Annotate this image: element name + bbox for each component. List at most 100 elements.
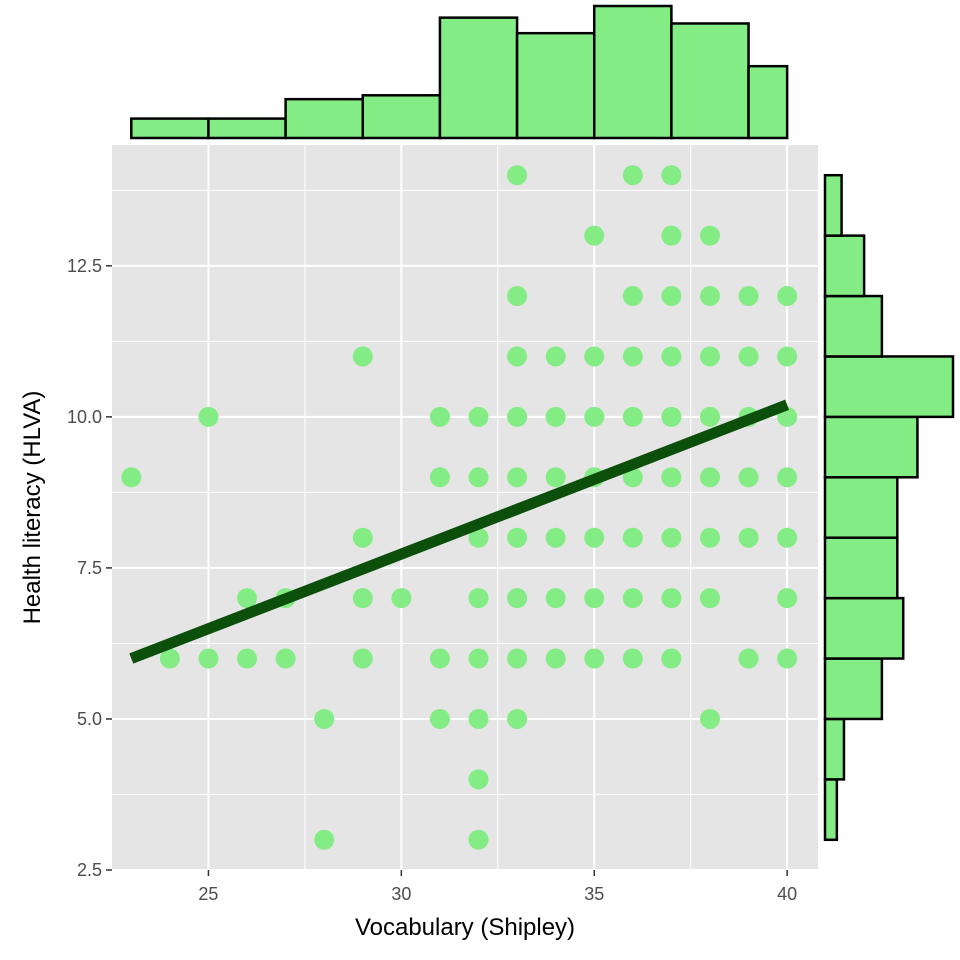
data-point: [468, 527, 489, 548]
y-histogram-bar: [823, 294, 884, 358]
data-point: [468, 588, 489, 609]
data-point: [352, 588, 373, 609]
data-point: [699, 588, 720, 609]
data-point: [699, 527, 720, 548]
data-point: [699, 406, 720, 427]
x-tick-label: 25: [198, 884, 218, 904]
plot-panel: [112, 145, 818, 870]
data-point: [352, 527, 373, 548]
data-point: [777, 527, 798, 548]
data-point: [121, 467, 142, 488]
data-point: [738, 286, 759, 307]
x-histogram-bar: [747, 64, 789, 140]
data-point: [507, 286, 528, 307]
data-point: [237, 648, 258, 669]
y-histogram: [823, 173, 955, 842]
data-point: [237, 588, 258, 609]
x-histogram-bar: [130, 117, 210, 140]
y-histogram-bar: [823, 657, 884, 721]
data-point: [661, 527, 682, 548]
x-histogram-bar: [361, 94, 442, 140]
data-point: [622, 165, 643, 186]
y-axis-title: Health literacy (HLVA): [19, 391, 46, 625]
x-histogram: [130, 4, 789, 140]
data-point: [198, 648, 219, 669]
y-histogram-bar: [823, 476, 899, 539]
data-point: [622, 286, 643, 307]
y-histogram-bar: [823, 173, 843, 237]
data-point: [429, 648, 450, 669]
data-point: [545, 406, 566, 427]
data-point: [777, 648, 798, 669]
data-point: [622, 527, 643, 548]
data-point: [622, 406, 643, 427]
data-point: [507, 165, 528, 186]
data-point: [777, 286, 798, 307]
x-tick-label: 35: [584, 884, 604, 904]
data-point: [738, 346, 759, 367]
data-point: [545, 648, 566, 669]
y-histogram-bar: [823, 717, 846, 781]
data-point: [468, 708, 489, 729]
regression-line: [129, 399, 790, 664]
data-point: [507, 467, 528, 488]
data-point: [429, 406, 450, 427]
y-histogram-bar: [823, 536, 899, 600]
data-point: [584, 648, 605, 669]
data-point: [314, 829, 335, 850]
data-point: [352, 648, 373, 669]
data-point: [507, 346, 528, 367]
data-point: [661, 406, 682, 427]
x-histogram-bar: [515, 31, 596, 140]
data-point: [622, 346, 643, 367]
data-point: [545, 346, 566, 367]
axes: 25 30 35 40 2.5 5.0 7.5 10.0 12.5: [67, 256, 797, 904]
data-point: [545, 527, 566, 548]
data-point: [661, 467, 682, 488]
y-histogram-bar: [823, 234, 866, 298]
data-point: [275, 648, 296, 669]
data-point: [545, 588, 566, 609]
y-tick-label: 5.0: [77, 709, 102, 729]
data-point: [777, 588, 798, 609]
data-point: [507, 648, 528, 669]
data-point: [699, 708, 720, 729]
data-point: [661, 346, 682, 367]
data-point: [468, 829, 489, 850]
data-point: [699, 286, 720, 307]
data-point: [468, 769, 489, 790]
y-histogram-bar: [823, 415, 919, 479]
data-point: [661, 588, 682, 609]
data-point: [584, 588, 605, 609]
data-point: [159, 648, 180, 669]
data-point: [468, 406, 489, 427]
x-axis-title: Vocabulary (Shipley): [355, 914, 575, 941]
data-point: [661, 648, 682, 669]
x-histogram-bar: [592, 4, 673, 140]
x-tick-label: 30: [391, 884, 411, 904]
y-histogram-bar: [823, 596, 905, 660]
data-point: [468, 467, 489, 488]
data-point: [777, 346, 798, 367]
x-tick-label: 40: [777, 884, 797, 904]
data-point: [584, 406, 605, 427]
data-point: [545, 467, 566, 488]
data-point: [738, 527, 759, 548]
data-point: [198, 406, 219, 427]
data-point: [584, 527, 605, 548]
y-tick-label: 10.0: [67, 407, 102, 427]
data-point: [738, 648, 759, 669]
data-point: [777, 467, 798, 488]
data-point: [391, 588, 412, 609]
data-point: [661, 286, 682, 307]
data-point: [699, 225, 720, 246]
data-point: [507, 527, 528, 548]
data-point: [738, 467, 759, 488]
data-point: [314, 708, 335, 729]
data-point: [468, 648, 489, 669]
data-point: [584, 225, 605, 246]
data-point: [622, 648, 643, 669]
data-point: [507, 406, 528, 427]
x-histogram-bar: [670, 22, 750, 140]
